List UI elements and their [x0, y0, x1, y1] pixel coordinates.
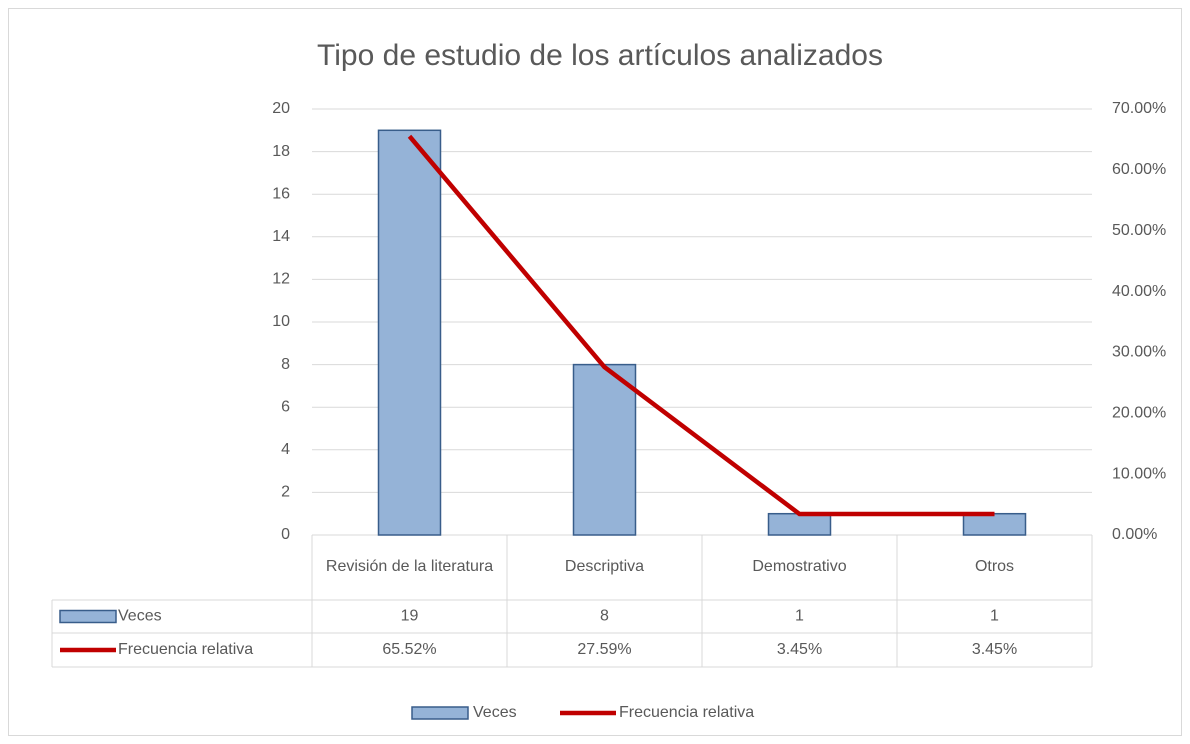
table-cell: 3.45% — [777, 641, 822, 658]
bar — [377, 129, 442, 536]
y-tick-label: 14 — [272, 228, 290, 245]
y2-tick-label: 50.00% — [1112, 222, 1166, 239]
x-tick-label-box: Demostrativo — [752, 558, 847, 576]
bar — [962, 512, 1027, 536]
y-tick-label: 12 — [272, 271, 290, 288]
y2-tick-label: 30.00% — [1112, 344, 1166, 361]
y-tick-label: 0 — [281, 526, 290, 543]
y-tick-label: 18 — [272, 143, 290, 160]
y2-tick-label: 40.00% — [1112, 283, 1166, 300]
table-cell: 1 — [990, 608, 999, 625]
legend-label: Frecuencia relativa — [619, 704, 754, 721]
table-cell: 8 — [600, 608, 609, 625]
table-cell: 65.52% — [382, 641, 436, 658]
x-tick-label: Demostrativo — [752, 558, 847, 576]
y-tick-label: 6 — [281, 398, 290, 415]
y-tick-label: 20 — [272, 100, 290, 117]
table-row-header: Veces — [118, 608, 162, 625]
x-tick-label: Revisión de la literatura — [325, 558, 494, 576]
y-tick-label: 8 — [281, 356, 290, 373]
y2-tick-label: 70.00% — [1112, 100, 1166, 117]
table-cell: 3.45% — [972, 641, 1017, 658]
y-tick-label: 10 — [272, 313, 290, 330]
y-tick-label: 2 — [281, 484, 290, 501]
x-tick-label-box: Revisión de la literatura — [325, 558, 494, 576]
bar — [767, 512, 832, 536]
x-tick-label-box: Descriptiva — [564, 558, 645, 576]
bar — [572, 363, 637, 536]
y2-tick-label: 20.00% — [1112, 405, 1166, 422]
table-row-header: Frecuencia relativa — [118, 641, 253, 658]
y-tick-label: 4 — [281, 441, 290, 458]
table-key — [59, 609, 117, 624]
x-tick-label: Otros — [974, 558, 1015, 576]
x-tick-label: Descriptiva — [564, 558, 645, 576]
table-cell: 19 — [401, 608, 419, 625]
table-cell: 1 — [795, 608, 804, 625]
y2-tick-label: 10.00% — [1112, 465, 1166, 482]
y2-tick-label: 60.00% — [1112, 161, 1166, 178]
line — [407, 134, 995, 517]
chart-title: Tipo de estudio de los artículos analiza… — [317, 39, 883, 72]
table-cell: 27.59% — [577, 641, 631, 658]
y-tick-label: 16 — [272, 185, 290, 202]
x-tick-label-box: Otros — [974, 558, 1015, 576]
y2-tick-label: 0.00% — [1112, 526, 1157, 543]
legend-key — [411, 706, 469, 720]
legend-label: Veces — [473, 704, 517, 721]
